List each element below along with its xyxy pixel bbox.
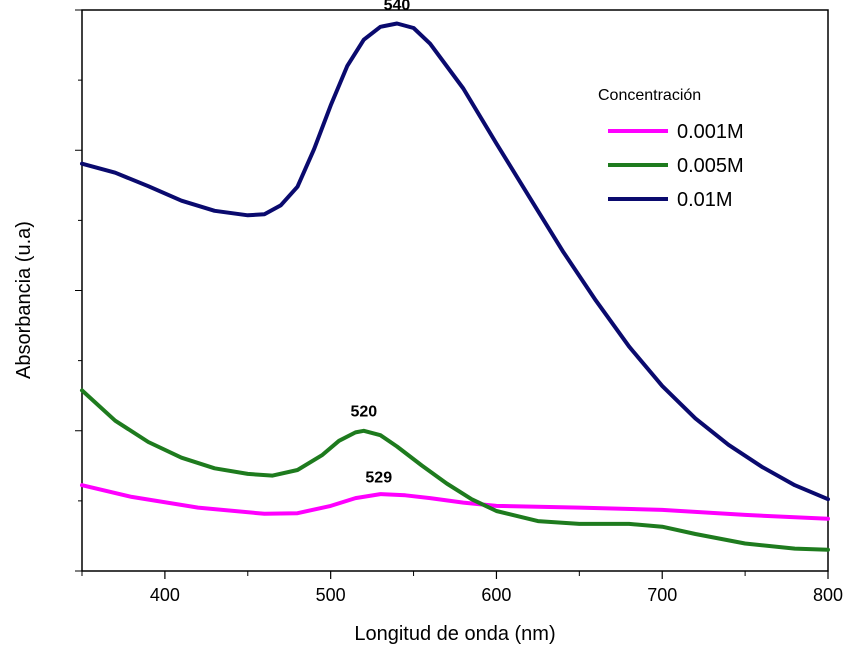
legend-items: 0.001M 0.005M 0.01M: [608, 121, 744, 211]
x-tick-label: 600: [481, 585, 511, 605]
peak-label: 520: [350, 404, 377, 421]
series-line-0.005M: [80, 388, 830, 552]
y-axis-ticks: [75, 9, 82, 572]
series-line-0.01M: [80, 21, 830, 502]
peak-label: 540: [384, 0, 411, 14]
x-axis-ticks: 400 500 600 700 800: [81, 571, 843, 605]
legend-label: 0.001M: [677, 121, 744, 143]
legend-label: 0.01M: [677, 189, 733, 211]
peak-annotations: 540 520 529: [350, 0, 410, 486]
x-tick-label: 500: [316, 585, 346, 605]
legend: Concentración 0.001M 0.005M 0.01M: [598, 87, 744, 211]
x-axis-title: Longitud de onda (nm): [354, 623, 555, 645]
series-layer: [80, 21, 830, 552]
series-line-0.001M: [80, 483, 830, 521]
x-tick-label: 700: [647, 585, 677, 605]
x-tick-label: 400: [150, 585, 180, 605]
peak-label: 529: [365, 469, 392, 486]
legend-title: Concentración: [598, 87, 701, 104]
y-axis-title: Absorbancia (u.a): [13, 221, 35, 379]
x-tick-label: 800: [813, 585, 843, 605]
legend-label: 0.005M: [677, 155, 744, 177]
